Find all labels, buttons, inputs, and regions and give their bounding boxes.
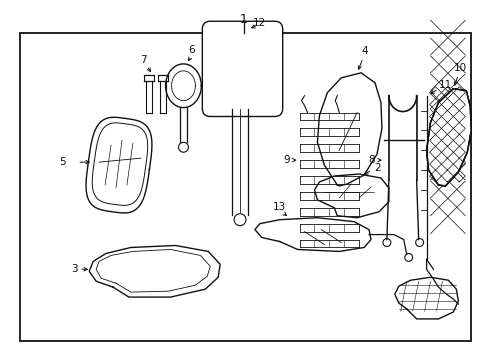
Text: 12: 12 bbox=[253, 18, 266, 28]
Text: 10: 10 bbox=[453, 63, 466, 73]
Text: 13: 13 bbox=[272, 202, 286, 212]
Text: 1: 1 bbox=[240, 13, 247, 26]
Text: 11: 11 bbox=[438, 80, 451, 90]
Text: 6: 6 bbox=[188, 45, 194, 55]
Text: 5: 5 bbox=[59, 157, 65, 167]
Text: 8: 8 bbox=[367, 155, 374, 165]
FancyBboxPatch shape bbox=[202, 21, 282, 117]
Polygon shape bbox=[426, 89, 470, 186]
Text: 3: 3 bbox=[71, 264, 77, 274]
Text: 9: 9 bbox=[283, 155, 289, 165]
Text: 4: 4 bbox=[361, 46, 367, 56]
Bar bbox=[20, 33, 470, 341]
Text: 2: 2 bbox=[373, 163, 380, 173]
Text: 7: 7 bbox=[140, 55, 147, 65]
